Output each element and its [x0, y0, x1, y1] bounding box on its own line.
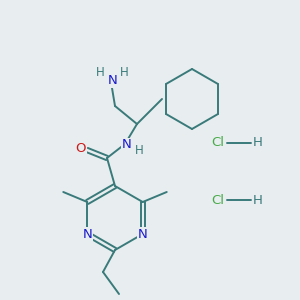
- Text: H: H: [96, 67, 104, 80]
- Text: N: N: [122, 139, 132, 152]
- Text: N: N: [138, 227, 148, 241]
- Text: H: H: [253, 194, 263, 206]
- Text: H: H: [253, 136, 263, 149]
- Text: Cl: Cl: [212, 194, 224, 206]
- Text: Cl: Cl: [212, 136, 224, 149]
- Text: H: H: [135, 145, 143, 158]
- Text: N: N: [82, 227, 92, 241]
- Text: O: O: [76, 142, 86, 155]
- Text: H: H: [120, 67, 128, 80]
- Text: N: N: [108, 74, 118, 88]
